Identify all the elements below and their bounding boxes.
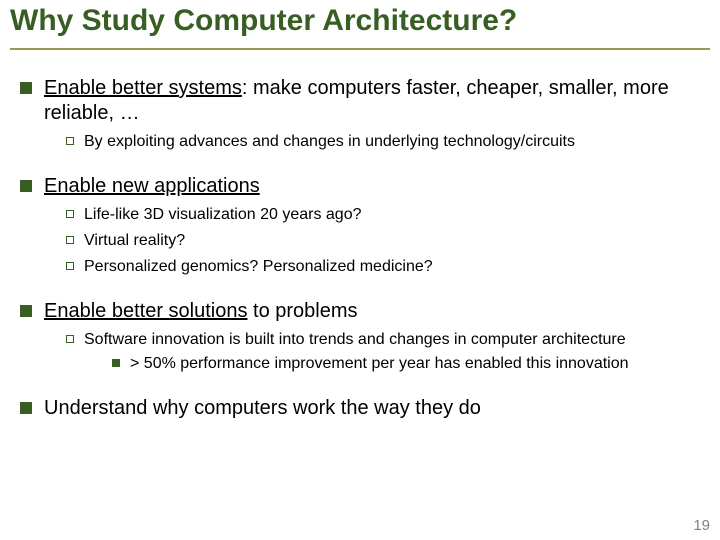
bullet-l2: Personalized genomics? Personalized medi… [66, 257, 700, 277]
bullet-text: > 50% performance improvement per year h… [130, 354, 700, 374]
bullet-l1: Enable better systems: make computers fa… [20, 76, 700, 126]
hollow-square-icon [66, 236, 74, 244]
bullet-text: Software innovation is built into trends… [84, 330, 700, 350]
spacer [20, 277, 700, 291]
bullet-text: Enable better systems: make computers fa… [44, 76, 700, 126]
bullet-lead: Enable better solutions [44, 300, 247, 322]
bullet-l2: By exploiting advances and changes in un… [66, 132, 700, 152]
bullet-lead: Enable new applications [44, 175, 260, 197]
square-bullet-icon [20, 180, 32, 192]
bullet-text: Life-like 3D visualization 20 years ago? [84, 205, 700, 225]
bullet-l2: Virtual reality? [66, 231, 700, 251]
hollow-square-icon [66, 137, 74, 145]
bullet-text: By exploiting advances and changes in un… [84, 132, 700, 152]
bullet-text: Understand why computers work the way th… [44, 396, 700, 421]
bullet-l1: Enable new applications [20, 174, 700, 199]
slide: Why Study Computer Architecture? Enable … [0, 0, 720, 540]
bullet-rest: to problems [247, 300, 357, 322]
bullet-text: Enable better solutions to problems [44, 299, 700, 324]
bullet-rest: Understand why computers work the way th… [44, 397, 481, 419]
hollow-square-icon [66, 262, 74, 270]
title-underline [10, 48, 710, 50]
square-bullet-icon [20, 82, 32, 94]
bullet-lead: Enable better systems [44, 77, 242, 99]
bullet-l1: Enable better solutions to problems [20, 299, 700, 324]
square-bullet-icon [20, 402, 32, 414]
bullet-l1: Understand why computers work the way th… [20, 396, 700, 421]
spacer [20, 374, 700, 388]
square-bullet-icon [112, 359, 120, 367]
square-bullet-icon [20, 305, 32, 317]
slide-number: 19 [693, 517, 710, 534]
bullet-text: Virtual reality? [84, 231, 700, 251]
hollow-square-icon [66, 335, 74, 343]
bullet-text: Enable new applications [44, 174, 700, 199]
hollow-square-icon [66, 210, 74, 218]
spacer [20, 152, 700, 166]
slide-body: Enable better systems: make computers fa… [20, 68, 700, 421]
bullet-l3: > 50% performance improvement per year h… [112, 354, 700, 374]
bullet-l2: Software innovation is built into trends… [66, 330, 700, 350]
bullet-l2: Life-like 3D visualization 20 years ago? [66, 205, 700, 225]
bullet-text: Personalized genomics? Personalized medi… [84, 257, 700, 277]
slide-title: Why Study Computer Architecture? [10, 4, 710, 38]
